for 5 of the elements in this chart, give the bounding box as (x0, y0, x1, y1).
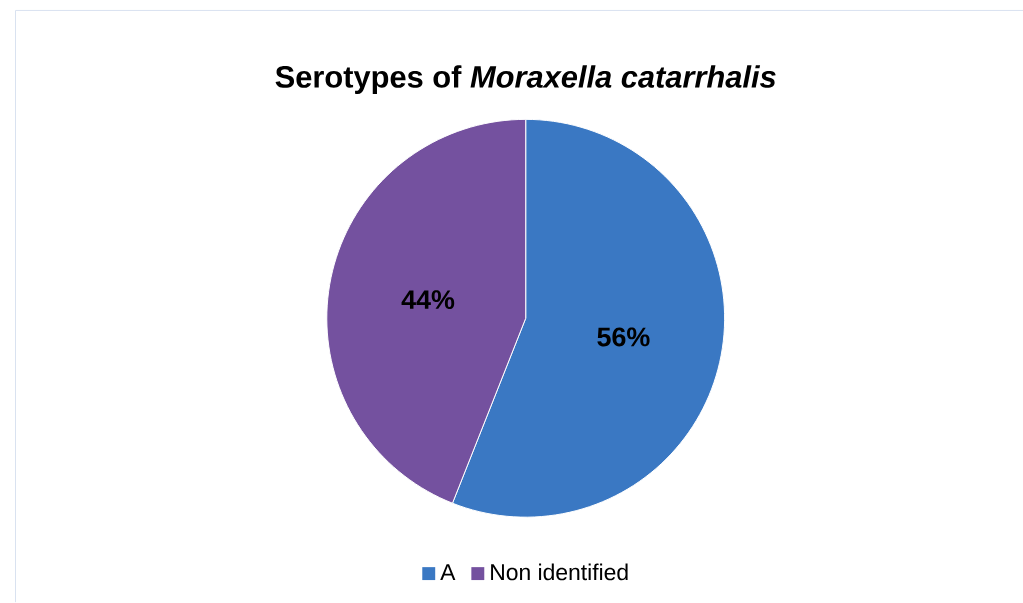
data-label: 44% (401, 290, 455, 310)
data-label: 56% (597, 327, 650, 347)
chart-title: Serotypes of Moraxella catarrhalis (275, 65, 776, 95)
legend-label: A (440, 564, 456, 581)
legend-label: Non identified (491, 563, 628, 581)
